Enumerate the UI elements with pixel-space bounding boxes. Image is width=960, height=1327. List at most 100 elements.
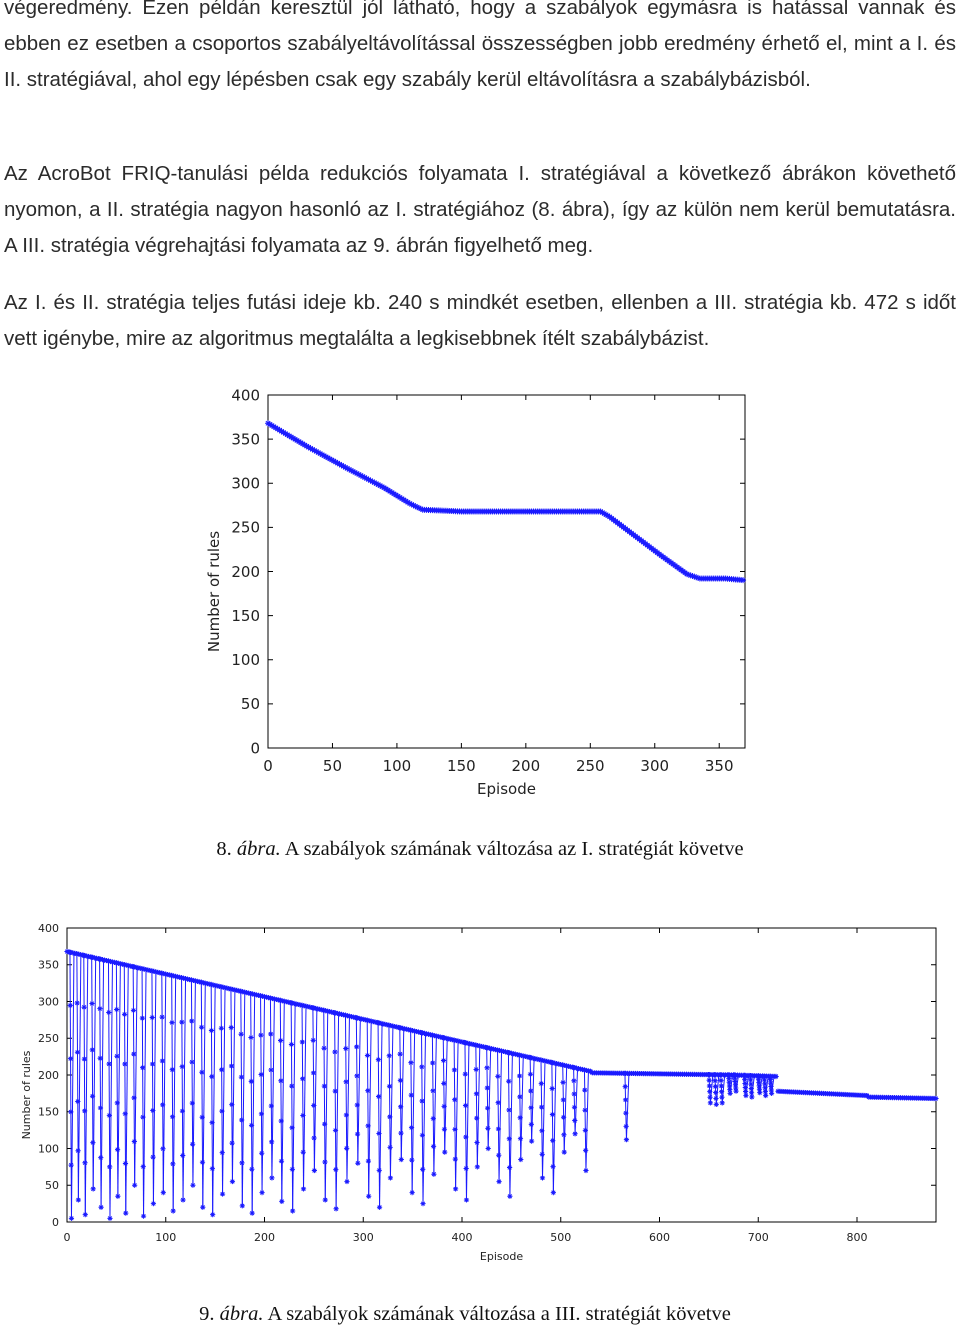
chart2-y-tick-label: 400: [38, 922, 59, 935]
chart2-dip-line: [624, 1073, 627, 1140]
chart1-point: [336, 461, 343, 468]
chart2-dip-point: [200, 1204, 206, 1210]
chart2-dip-point: [474, 1115, 480, 1121]
chart2-dip-point: [726, 1072, 732, 1078]
chart2-dip-point: [74, 1000, 80, 1006]
chart2-dip-line: [355, 1017, 359, 1164]
chart2-dip-point: [343, 1045, 349, 1052]
chart2-dip-point: [473, 1091, 480, 1097]
chart2-dip-point: [188, 977, 195, 983]
chart1-point: [597, 508, 604, 515]
chart1-point: [357, 472, 364, 479]
chart1-y-tick-label: 150: [231, 607, 260, 625]
chart1-point: [309, 446, 316, 453]
chart1-point: [603, 511, 610, 518]
chart2-dip-point: [81, 1056, 87, 1062]
chart1-x-tick-label: 150: [447, 757, 476, 775]
chart2-dip-line: [171, 975, 174, 1211]
chart2-dip-point: [496, 1152, 502, 1158]
chart2-dip-point: [169, 1067, 175, 1073]
chart2-dip-point: [582, 1087, 588, 1093]
chart2-dip-return: [455, 1040, 459, 1189]
chart2-dip-point: [107, 1164, 113, 1170]
chart2-dip-return: [84, 955, 89, 1215]
chart2-dip-line: [76, 953, 79, 1200]
chart1-point: [301, 442, 308, 449]
chart2-dip-point: [495, 1073, 501, 1079]
chart2-point: [773, 1073, 779, 1080]
chart2-dip-point: [583, 1147, 589, 1154]
chart2-dip-point: [209, 1166, 215, 1172]
chart2-dip-point: [761, 1073, 767, 1079]
chart2-dip-return: [433, 1035, 437, 1175]
chart2-dip-point: [289, 1166, 295, 1172]
chart2-dip-point: [742, 1076, 748, 1083]
chart2-dip-point: [310, 1005, 316, 1011]
chart2-dip-point: [343, 1079, 349, 1085]
chart2-dip-point: [300, 1186, 307, 1192]
chart2-dip-point: [550, 1137, 556, 1144]
chart2-dip-point: [707, 1089, 713, 1095]
chart2-dip-line: [181, 977, 184, 1200]
chart2-dip-point: [484, 1065, 490, 1071]
chart2-dip-point: [496, 1178, 502, 1185]
chart2-dip-line: [269, 998, 273, 1178]
chart2-dip-point: [539, 1104, 545, 1110]
chart2-dip-point: [332, 1127, 339, 1133]
chart1-point: [601, 510, 608, 517]
chart2-dip-point: [106, 1061, 112, 1067]
chart2-dip-line: [529, 1057, 533, 1142]
chart2-dip-line: [410, 1030, 413, 1193]
chart2-y-tick-label: 0: [52, 1216, 59, 1229]
chart2-dip-return: [422, 1032, 427, 1204]
chart2-y-tick-label: 150: [38, 1106, 59, 1119]
chart2-dip-point: [732, 1075, 738, 1081]
chart2-dip-return: [251, 993, 256, 1214]
chart1-point: [398, 495, 405, 502]
chart2-dip-line: [453, 1040, 457, 1189]
chart2-dip-point: [462, 1071, 468, 1077]
chart2-dip-line: [115, 962, 119, 1197]
chart1-point: [404, 499, 411, 506]
chart2-y-axis-label: Number of rules: [20, 1050, 33, 1139]
chart2-dip-point: [420, 1166, 426, 1173]
chart2-dip-line: [99, 958, 102, 1208]
chart2-x-tick-label: 300: [353, 1231, 374, 1244]
chart2-dip-line: [486, 1047, 489, 1149]
chart2-dip-point: [277, 997, 283, 1003]
chart2-dip-point: [159, 1014, 165, 1020]
chart2-dip-point: [452, 1126, 458, 1133]
chart2-dip-point: [130, 1007, 137, 1013]
chart1-point: [691, 573, 698, 580]
chart2-dip-point: [485, 1145, 491, 1152]
chart2-dip-point: [430, 1143, 437, 1150]
chart1-point: [286, 432, 293, 439]
chart2-dip-point: [322, 1197, 328, 1203]
chart1-point: [396, 494, 403, 501]
chart2-dip-point: [68, 1109, 74, 1115]
chart2-dip-point: [441, 1103, 447, 1109]
chart2-dip-point: [376, 1130, 382, 1137]
chart2-dip-point: [238, 1031, 244, 1037]
chart2-dip-point: [90, 1139, 96, 1146]
chart2-dip-point: [748, 1081, 754, 1087]
chart1-y-axis-label: Number of rules: [205, 531, 223, 652]
chart2-dip-point: [409, 1157, 415, 1163]
chart2-dip-point: [170, 1208, 176, 1214]
chart2-dip-point: [718, 1083, 724, 1089]
chart2-dip-point: [353, 1015, 359, 1021]
chart2-dip-point: [169, 1114, 176, 1120]
chart2-dip-point: [560, 1062, 566, 1068]
chart2-dip-point: [300, 1076, 306, 1082]
chart1-x-tick-label: 50: [323, 757, 342, 775]
chart2-dip-point: [149, 1014, 155, 1021]
chart2-dip-point: [149, 968, 155, 974]
figure-8-number: 8.: [216, 838, 232, 860]
chart2-dip-return: [192, 979, 196, 1186]
chart2-dip-line: [91, 957, 94, 1189]
chart1-point: [371, 479, 378, 486]
chart1-point: [315, 449, 322, 456]
chart2-dip-point: [288, 1041, 295, 1048]
chart2-dip-point: [706, 1072, 712, 1078]
chart2-dip-point: [748, 1085, 754, 1092]
